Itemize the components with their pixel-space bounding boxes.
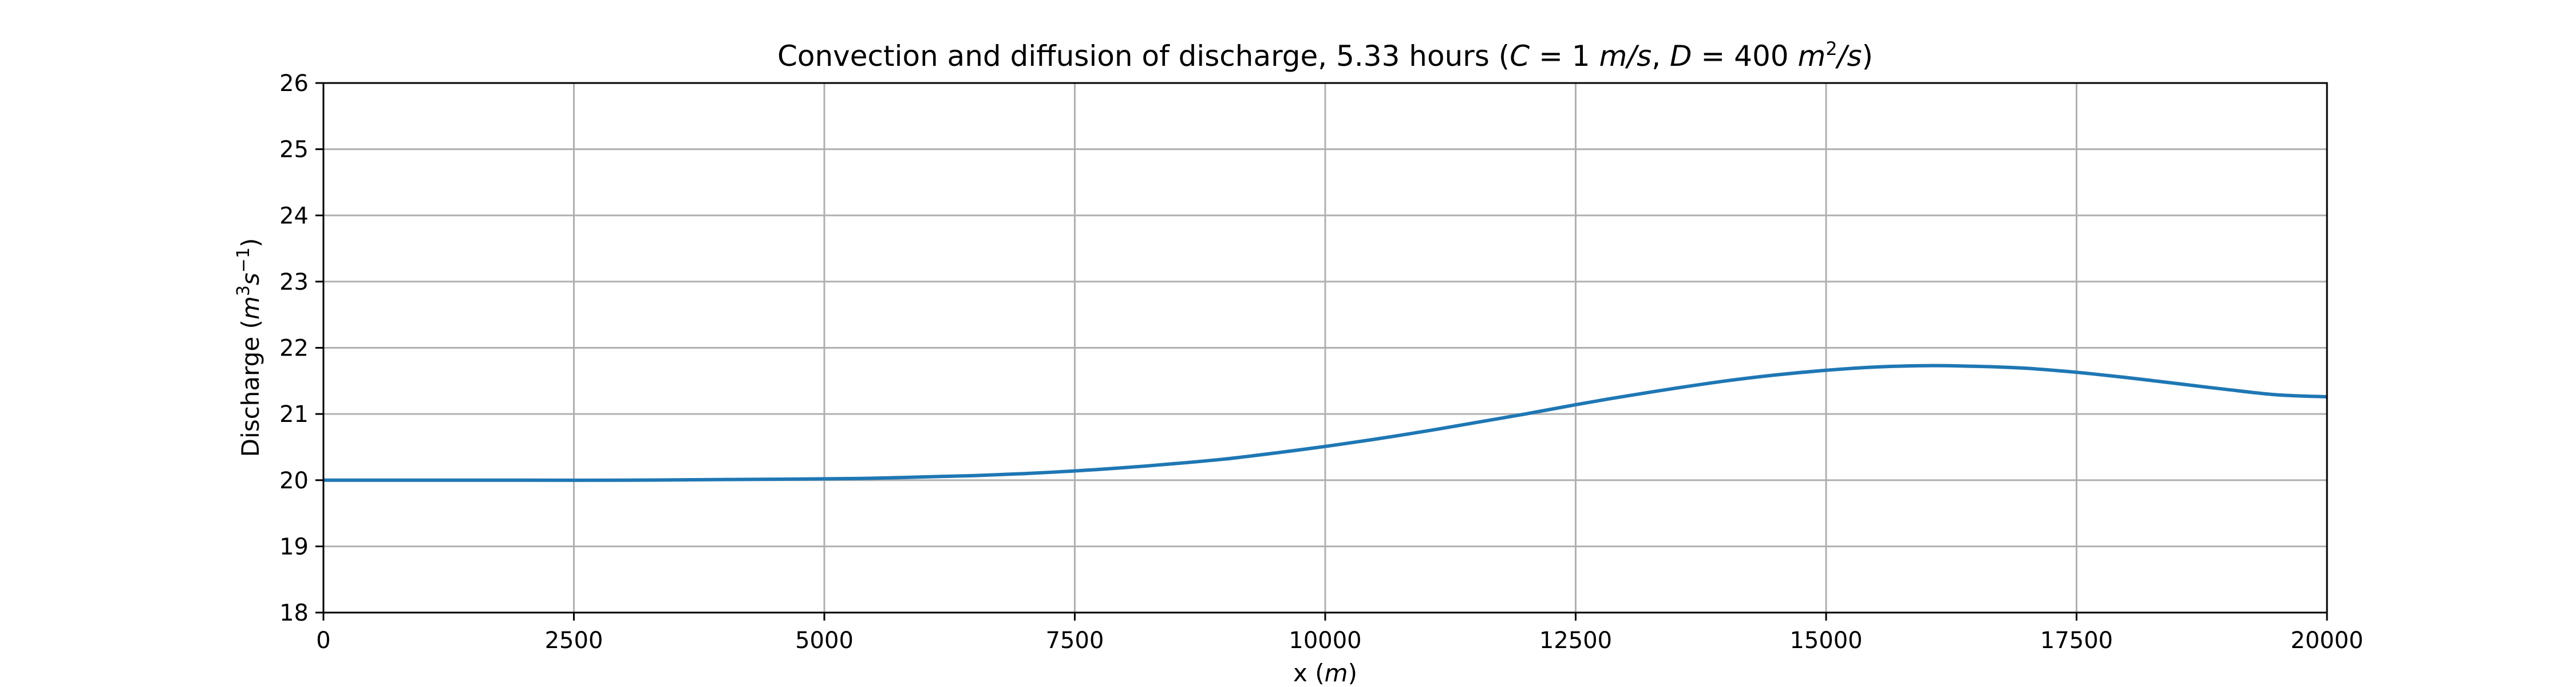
- title-d-var: D: [1670, 40, 1692, 73]
- x-tick-label: 2500: [545, 627, 603, 654]
- y-tick-label: 26: [279, 70, 309, 97]
- title-main: Convection and diffusion of discharge, 5…: [777, 40, 1510, 73]
- title-close: ): [1862, 40, 1874, 73]
- x-tick-label: 12500: [1539, 627, 1612, 654]
- chart-title: Convection and diffusion of discharge, 5…: [777, 38, 1873, 73]
- title-d-eq: = 400: [1692, 40, 1798, 73]
- title-d-unit-sup: 2: [1826, 38, 1837, 60]
- xlabel-text: x (: [1293, 659, 1325, 687]
- ylabel-s-sup: −1: [234, 247, 254, 273]
- x-tick-label: 10000: [1289, 627, 1361, 654]
- y-tick-label: 18: [279, 600, 309, 626]
- title-c-eq: = 1: [1530, 40, 1599, 73]
- title-d-unit-base: m: [1798, 40, 1826, 73]
- x-tick-label: 17500: [2040, 627, 2113, 654]
- title-d-unit-rest: /s: [1835, 40, 1862, 73]
- xlabel-unit: m: [1325, 659, 1348, 687]
- y-tick-label: 24: [279, 203, 309, 229]
- ylabel-text: Discharge (: [236, 319, 264, 457]
- x-tick-label: 15000: [1789, 627, 1862, 654]
- x-tick-label: 20000: [2290, 627, 2363, 654]
- x-axis-label: x (m): [1293, 659, 1357, 687]
- tick-layer: 0 2500 5000 7500 10000 12500 15000 17500 20000 18…: [279, 70, 2364, 654]
- x-tick-label: 0: [316, 627, 330, 654]
- plot-layer: [323, 364, 2328, 482]
- title-sep: ,: [1652, 40, 1670, 73]
- title-c-var: C: [1510, 40, 1530, 73]
- ylabel-m: m: [236, 296, 264, 319]
- y-tick-label: 21: [279, 401, 309, 428]
- y-tick-label: 25: [279, 137, 309, 163]
- xlabel-close: ): [1348, 659, 1357, 687]
- y-axis-label: Discharge (m3s−1): [234, 238, 265, 457]
- y-tick-label: 23: [279, 269, 309, 295]
- ylabel-m-sup: 3: [234, 285, 254, 296]
- y-tick-label: 22: [279, 335, 309, 362]
- y-tick-label: 20: [279, 468, 309, 494]
- ylabel-close: ): [236, 238, 264, 247]
- y-tick-label: 19: [279, 534, 309, 560]
- x-tick-label: 5000: [795, 627, 854, 654]
- x-tick-label: 7500: [1046, 627, 1104, 654]
- ylabel-s: s: [236, 273, 264, 285]
- title-c-unit: m/s: [1599, 40, 1652, 73]
- discharge-line: [323, 364, 2328, 482]
